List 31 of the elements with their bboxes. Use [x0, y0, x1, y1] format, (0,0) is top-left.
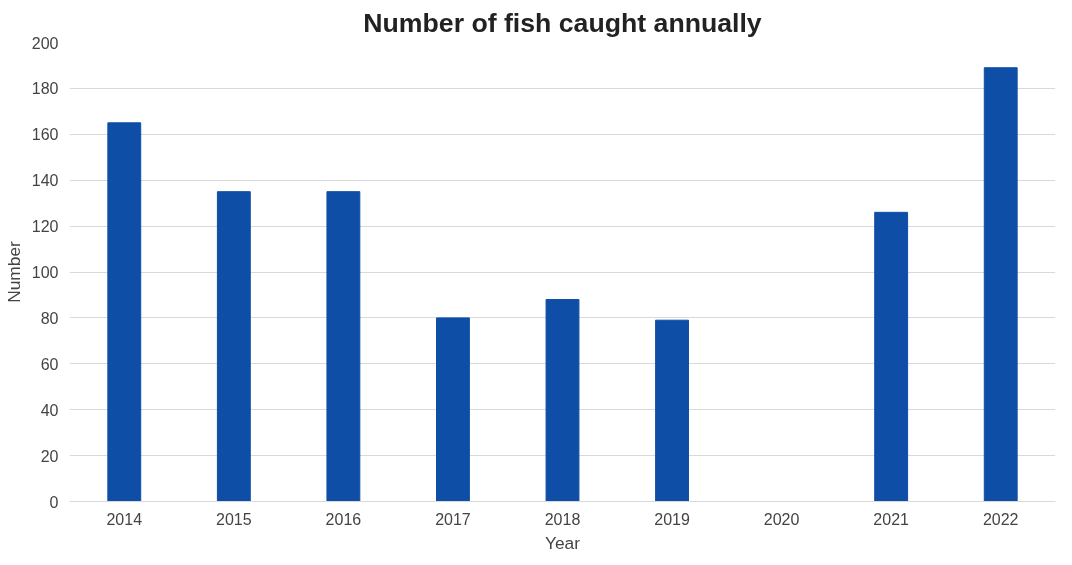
chart-title: Number of fish caught annually	[363, 7, 762, 38]
y-tick-label: 160	[31, 126, 59, 144]
bar	[545, 299, 580, 502]
y-tick-label: 100	[31, 264, 59, 281]
bar	[326, 191, 361, 502]
y-tick-label: 40	[40, 401, 59, 419]
bar	[655, 319, 689, 502]
x-tick-label: 2014	[106, 510, 143, 528]
y-axis-title: Number	[3, 240, 24, 303]
y-tick-label: 60	[40, 355, 59, 373]
bar	[874, 211, 909, 502]
x-tick-label: 2018	[544, 510, 581, 528]
x-axis-title: Year	[544, 532, 581, 553]
x-tick-label: 2015	[216, 510, 252, 528]
y-tick-label: 120	[31, 218, 59, 236]
x-tick-label: 2017	[435, 510, 471, 528]
x-tick-label: 2022	[982, 510, 1019, 528]
y-tick-label: 140	[31, 172, 59, 190]
y-tick-label: 0	[49, 493, 59, 511]
bar	[107, 122, 142, 502]
bar	[216, 191, 251, 502]
x-tick-label: 2016	[325, 510, 362, 528]
bar	[983, 67, 1018, 502]
bar	[436, 317, 470, 502]
x-tick-label: 2021	[873, 510, 910, 528]
y-tick-label: 200	[31, 34, 59, 52]
y-tick-label: 180	[31, 80, 59, 98]
y-tick-label: 80	[40, 309, 59, 327]
x-tick-label: 2019	[654, 510, 690, 528]
x-tick-label: 2020	[763, 510, 800, 528]
y-tick-label: 20	[40, 447, 59, 465]
